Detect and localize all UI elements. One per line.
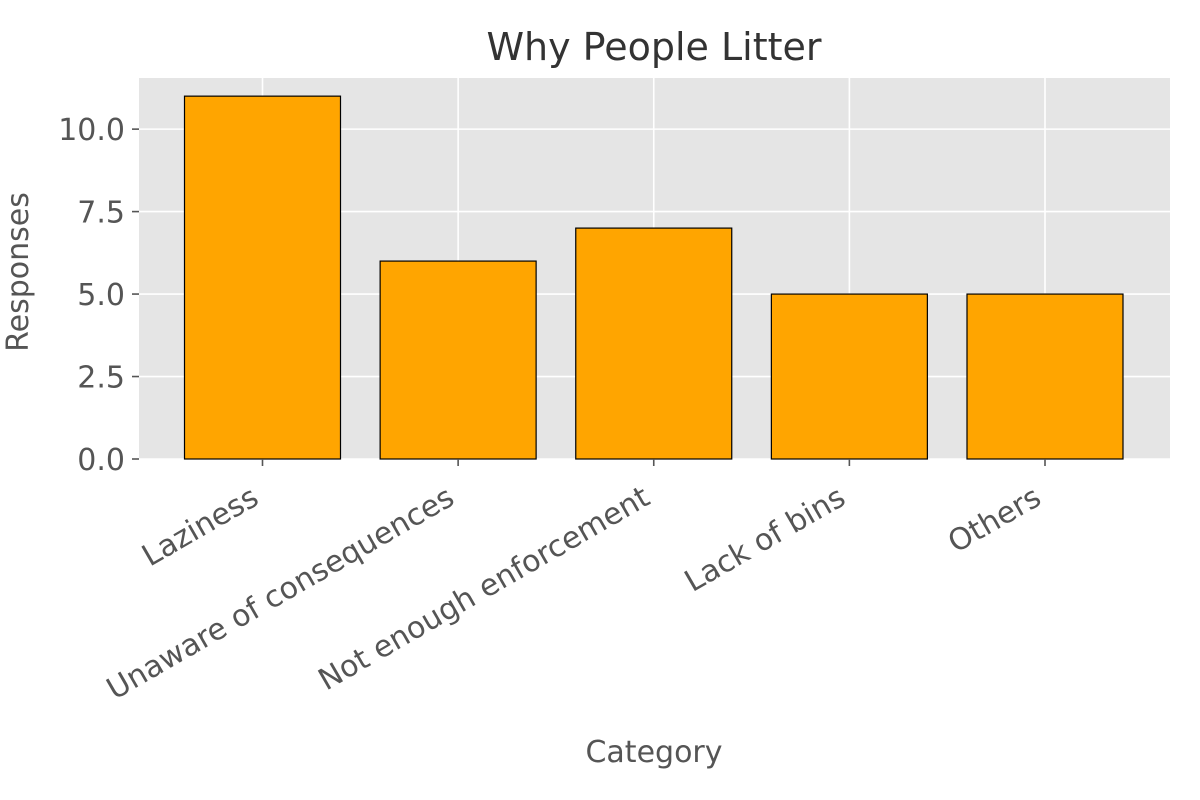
bar-lack-of-bins <box>770 293 928 460</box>
bar-unaware-of-consequences <box>379 260 537 460</box>
x-tick-label: Others <box>942 480 1047 561</box>
bar-others <box>966 293 1124 460</box>
x-tick-label: Not enough enforcement <box>313 480 656 698</box>
y-tick-label: 5.0 <box>77 278 125 313</box>
y-tick-label: 2.5 <box>77 361 125 396</box>
bars <box>183 95 1124 460</box>
ticks <box>132 128 1046 466</box>
x-tick-label: Unaware of consequences <box>101 480 460 708</box>
bar-laziness <box>183 95 342 460</box>
y-axis-label: Responses <box>1 192 36 352</box>
y-tick-label: 7.5 <box>77 196 125 231</box>
chart-title: Why People Litter <box>486 25 821 69</box>
x-tick-label: Lack of bins <box>679 480 852 600</box>
y-tick-label: 10.0 <box>58 113 125 148</box>
bar-not-enough-enforcement <box>575 227 733 460</box>
y-tick-label: 0.0 <box>77 443 125 478</box>
x-axis-label: Category <box>585 735 722 770</box>
x-tick-label: Laziness <box>136 480 264 574</box>
